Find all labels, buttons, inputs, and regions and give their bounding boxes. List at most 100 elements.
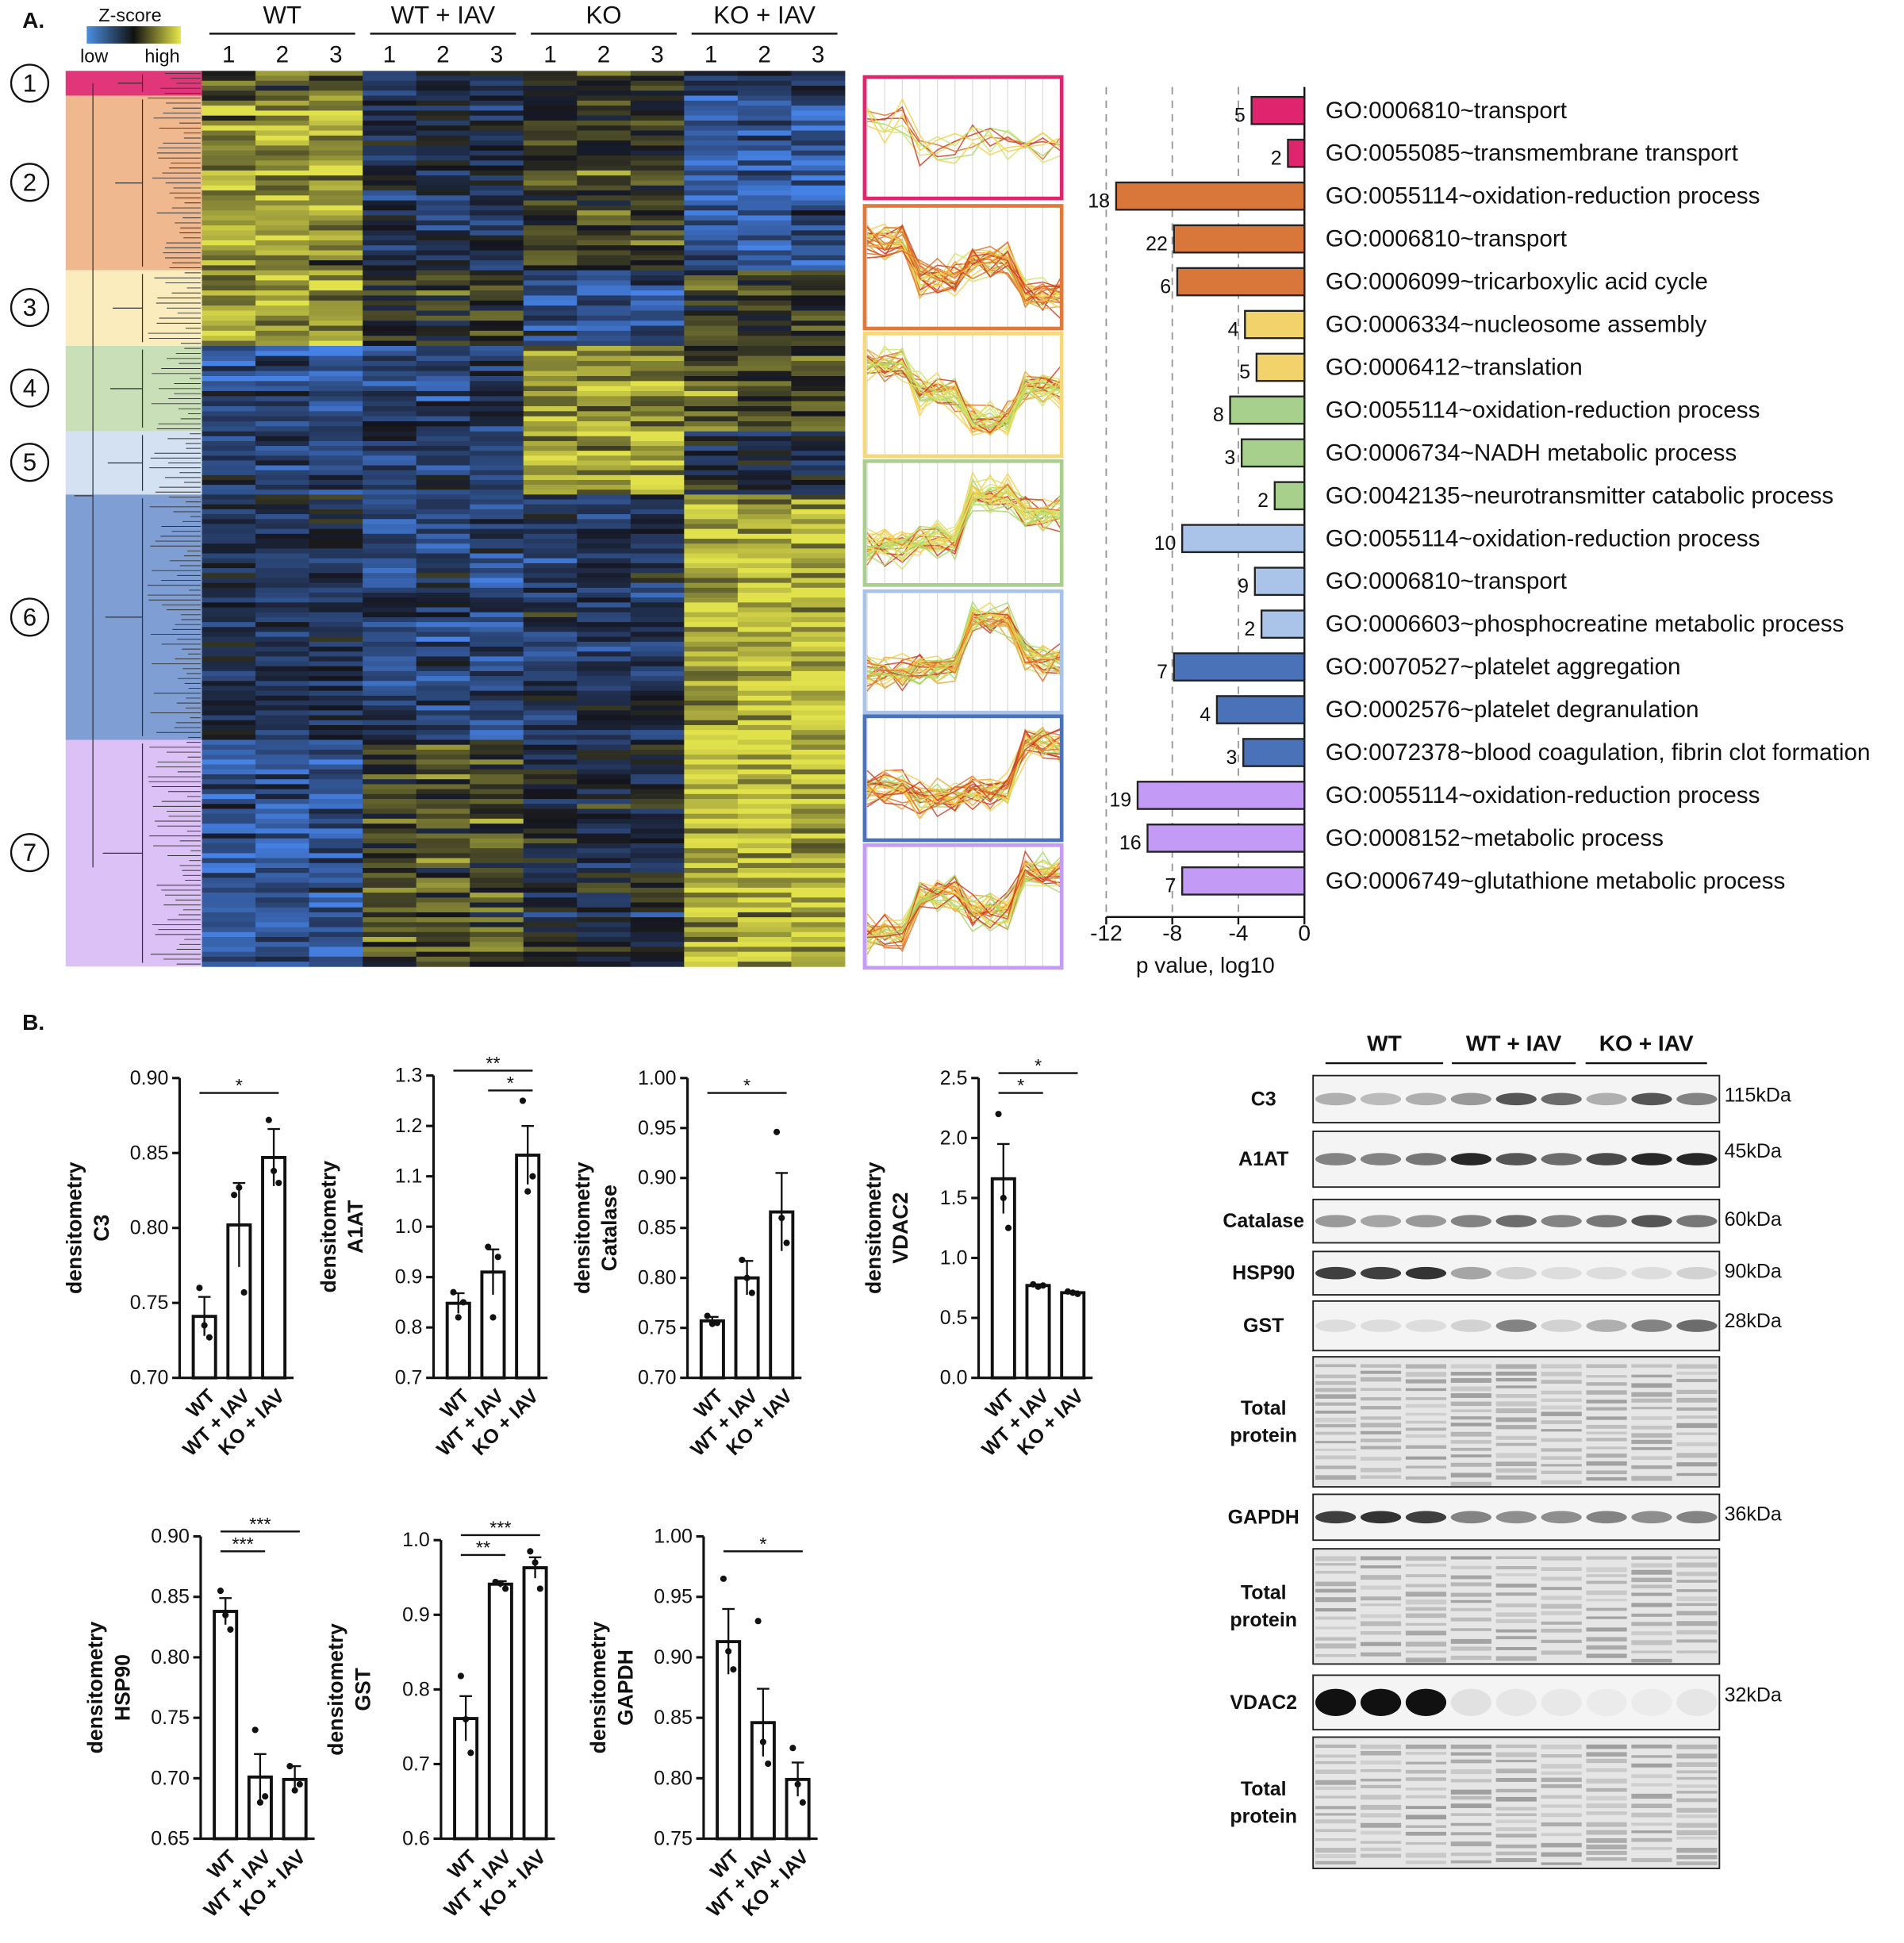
heatmap-cell [255,539,309,544]
heatmap-cell [416,774,470,780]
replicate-label: 3 [329,42,342,68]
heatmap-cell [791,210,845,216]
heatmap-cell [255,701,309,706]
heatmap-cell [309,539,363,544]
heatmap-cell [470,917,524,923]
heatmap-cell [524,301,578,306]
heatmap-cell [738,455,792,461]
data-point [749,1290,755,1296]
heatmap-cell [363,216,416,221]
heatmap-cell [202,401,256,407]
heatmap-cell [363,500,416,505]
heatmap-cell [363,666,416,672]
blot-stripe [1586,1407,1626,1411]
heatmap-cell [309,455,363,461]
blot-stripe [1631,1563,1672,1567]
heatmap-cell [363,647,416,652]
y-axis-label: densitometry [317,1161,340,1293]
heatmap-cell [309,622,363,628]
heatmap-cell [791,725,845,731]
heatmap-cell [791,647,845,652]
heatmap-cell [524,671,578,677]
heatmap-cell [416,166,470,171]
heatmap-cell [791,251,845,256]
blot-stripe [1361,1406,1401,1409]
heatmap-cell [416,446,470,451]
heatmap-cell [577,260,631,266]
heatmap-cell [470,937,524,943]
heatmap-cell [470,656,524,662]
blot-size: 32kDa [1725,1684,1782,1706]
heatmap-cell [255,666,309,672]
blot-group-label: WT [1367,1031,1402,1056]
heatmap-cell [255,305,309,311]
heatmap-cell [684,681,738,686]
heatmap-cell [202,460,256,466]
heatmap-cell [631,745,685,751]
heatmap-cell [470,326,524,332]
blot-stripe [1361,1416,1401,1419]
heatmap-cell [684,617,738,623]
blot-stripe [1315,1819,1356,1823]
heatmap-cell [577,475,631,481]
heatmap-cell [363,145,416,151]
heatmap-cell [684,125,738,131]
heatmap-cell [524,627,578,632]
heatmap-cell [631,868,685,874]
heatmap-cell [577,548,631,554]
heatmap-cell [309,662,363,667]
blot-band [1541,1267,1582,1280]
heatmap-cell [255,286,309,291]
heatmap-cell [363,578,416,583]
heatmap-cell [577,617,631,623]
profile-line [867,244,1061,309]
heatmap-cell [202,121,256,126]
heatmap-cell [416,490,470,495]
blot-stripe [1586,1857,1626,1860]
heatmap-cell [255,171,309,176]
heatmap-cell [684,637,738,643]
heatmap-cell [631,735,685,740]
blot-stripe [1541,1622,1582,1625]
heatmap-cell [202,735,256,740]
heatmap-cell [470,441,524,447]
heatmap-cell [684,356,738,362]
heatmap-cell [738,597,792,603]
heatmap-cell [524,573,578,578]
heatmap-cell [524,563,578,569]
heatmap-cell [524,952,578,958]
blot-stripe [1631,1764,1672,1768]
heatmap-cell [791,436,845,442]
blot-stripe [1315,1806,1356,1809]
heatmap-cell [416,140,470,146]
bar [1275,482,1304,509]
heatmap-cell [631,505,685,510]
heatmap-cell [577,210,631,216]
heatmap-cell [363,466,416,471]
heatmap-cell [524,740,578,746]
heatmap-cell [631,716,685,721]
heatmap-cell [524,160,578,166]
heatmap-cell [255,573,309,578]
heatmap-cell [738,316,792,321]
blot-stripe [1541,1611,1582,1615]
heatmap-cell [363,76,416,82]
blot-stripe [1451,1409,1491,1412]
blot-stripe [1315,1848,1356,1853]
heatmap-cell [684,548,738,554]
heatmap-cell [470,190,524,196]
heatmap-cell [524,637,578,643]
heatmap-cell [684,160,738,166]
heatmap-cell [738,691,792,697]
blot-stripe [1496,1845,1537,1849]
significance-label: * [1017,1075,1024,1096]
heatmap-cell [470,534,524,540]
heatmap-cell [363,922,416,927]
heatmap-cell [631,524,685,529]
heatmap-cell [738,583,792,589]
heatmap-cell [309,160,363,166]
heatmap-cell [255,947,309,952]
heatmap-cell [363,573,416,578]
heatmap-cell [577,666,631,672]
heatmap-cell [684,441,738,447]
